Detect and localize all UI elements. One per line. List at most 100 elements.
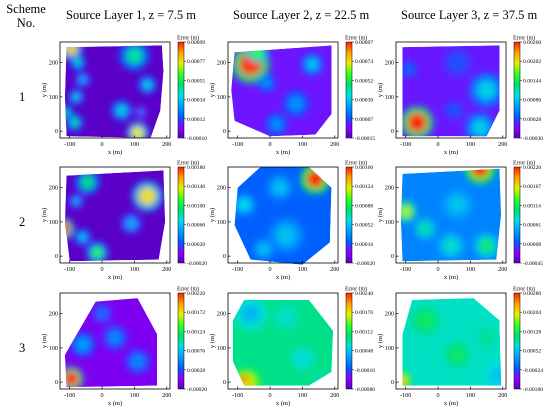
hotspot [407, 113, 427, 132]
hotspot [240, 303, 261, 324]
plot-frame [227, 292, 339, 390]
plot-frame [227, 41, 339, 139]
hotspot [404, 64, 414, 75]
column-title-layer-2: Source Layer 2, z = 22.5 m [233, 8, 370, 22]
x-tick-label: 200 [330, 266, 339, 273]
x-axis-label: x (m) [108, 274, 122, 281]
hotspot [115, 104, 128, 117]
colorbar-tick-label: 0.00140 [187, 184, 205, 190]
colorbar-title: Error (m) [345, 160, 367, 167]
y-tick-label: 100 [385, 345, 394, 352]
y-tick-label: 100 [49, 345, 58, 352]
y-tick-label: 0 [223, 128, 226, 135]
x-tick-label: -100 [400, 266, 411, 273]
colorbar-title: Error (m) [513, 286, 535, 293]
colorbar-tick-label: 0.00008 [523, 242, 541, 248]
hotspot [75, 337, 90, 352]
plot-frame [395, 292, 507, 390]
colorbar-title: Error (m) [177, 286, 199, 293]
x-tick-label: 100 [466, 392, 475, 399]
colorbar-tick-label: 0.00220 [187, 291, 205, 297]
colorbar-tick-label: 0.00144 [523, 78, 541, 84]
colorbar-tick-label: 0.00280 [523, 291, 541, 297]
hotspot [91, 246, 104, 259]
x-tick-label: 100 [298, 141, 307, 148]
colorbar-tick-label: 0.00060 [187, 223, 205, 229]
colorbar-tick-label: 0.00240 [355, 291, 373, 297]
x-tick-label: 100 [130, 141, 139, 148]
hotspot [125, 47, 143, 65]
colorbar [345, 41, 353, 139]
colorbar-tick-label: -0.00020 [187, 261, 207, 267]
colorbar-tick-label: 0.00086 [523, 98, 541, 104]
colorbar-tick-label: 0.00160 [355, 165, 373, 171]
hotspot [257, 243, 270, 256]
colorbar-tick-label: 0.00114 [523, 203, 541, 209]
colorbar-title: Error (m) [177, 35, 199, 42]
hotspot [238, 198, 251, 211]
colorbar [345, 166, 353, 264]
x-tick-label: 0 [437, 392, 440, 399]
error-field [402, 298, 502, 386]
colorbar [177, 41, 185, 139]
colorbar-tick-label: -0.00010 [187, 136, 207, 142]
plot-frame [59, 41, 171, 139]
x-axis-label: x (m) [108, 149, 122, 156]
x-tick-label: 0 [101, 392, 104, 399]
y-tick-label: 200 [385, 311, 394, 318]
hotspot [138, 187, 156, 205]
colorbar-tick-label: 0.00012 [187, 117, 205, 123]
y-tick-label: 200 [385, 60, 394, 67]
error-field [231, 45, 332, 137]
x-tick-label: -100 [64, 266, 75, 273]
hotspot [479, 239, 494, 253]
y-tick-label: 0 [391, 379, 394, 386]
plot-frame [59, 292, 171, 390]
colorbar-tick-label: 0.00007 [355, 117, 373, 123]
hotspot [73, 58, 83, 67]
error-field [64, 170, 166, 262]
x-tick-label: 100 [298, 392, 307, 399]
hotspot [471, 168, 489, 178]
colorbar-tick-label: 0.00076 [187, 349, 205, 355]
hotspot [71, 92, 81, 102]
x-tick-label: -100 [64, 392, 75, 399]
error-field [64, 45, 164, 138]
colorbar [177, 166, 185, 264]
colorbar-tick-label: 0.00124 [355, 184, 373, 190]
hotspot [315, 376, 328, 386]
x-tick-label: 200 [498, 141, 507, 148]
colorbar [177, 292, 185, 390]
row-label-scheme-3: 3 [19, 341, 26, 355]
y-tick-label: 200 [49, 185, 58, 192]
hotspot [142, 79, 153, 91]
colorbar-tick-label: 0.00030 [355, 98, 373, 104]
y-axis-label: y (m) [209, 208, 216, 222]
hotspot [448, 104, 461, 117]
y-axis-label: y (m) [41, 208, 48, 222]
x-tick-label: -100 [232, 141, 243, 148]
x-tick-label: 100 [130, 266, 139, 273]
hotspot [137, 108, 145, 116]
hotspot [270, 118, 283, 131]
y-axis-label: y (m) [41, 334, 48, 348]
x-axis-label: x (m) [276, 274, 290, 281]
hotspot [491, 366, 502, 384]
column-title-layer-3: Source Layer 3, z = 37.5 m [401, 8, 538, 22]
x-tick-label: 200 [498, 266, 507, 273]
colorbar-tick-label: 0.00124 [187, 329, 205, 335]
colorbar-tick-label: 0.00028 [187, 368, 205, 374]
error-field [64, 298, 158, 388]
x-tick-label: 100 [298, 266, 307, 273]
plot-frame [227, 166, 339, 264]
hotspot [443, 238, 459, 254]
hotspot [64, 222, 70, 235]
x-axis-label: x (m) [444, 149, 458, 156]
colorbar-tick-label: 0.00172 [187, 310, 205, 316]
hotspot [131, 126, 144, 138]
